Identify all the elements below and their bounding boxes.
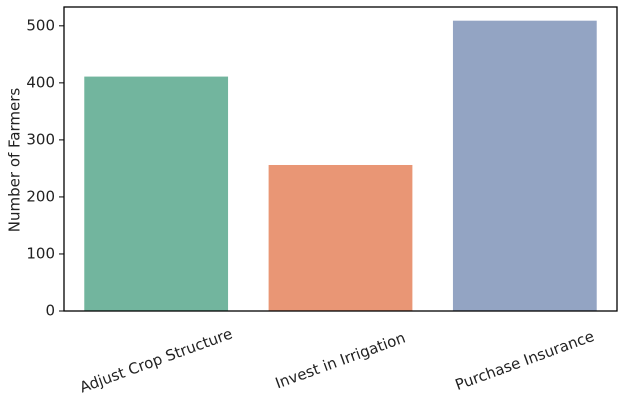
bar (268, 164, 413, 311)
y-tick-label: 100 (26, 244, 55, 262)
y-tick-label: 0 (45, 302, 55, 320)
y-tick-label: 500 (26, 16, 55, 34)
y-axis-label: Number of Farmers (6, 88, 24, 233)
x-tick-label: Invest in Irrigation (273, 329, 408, 393)
y-tick-label: 400 (26, 73, 55, 91)
y-tick-label: 200 (26, 187, 55, 205)
x-tick-label: Adjust Crop Structure (77, 325, 235, 397)
plot-frame (63, 6, 618, 312)
x-tick-label: Purchase Insurance (453, 327, 597, 394)
bar (452, 20, 597, 311)
bar (84, 76, 229, 311)
y-tick-label: 300 (26, 130, 55, 148)
